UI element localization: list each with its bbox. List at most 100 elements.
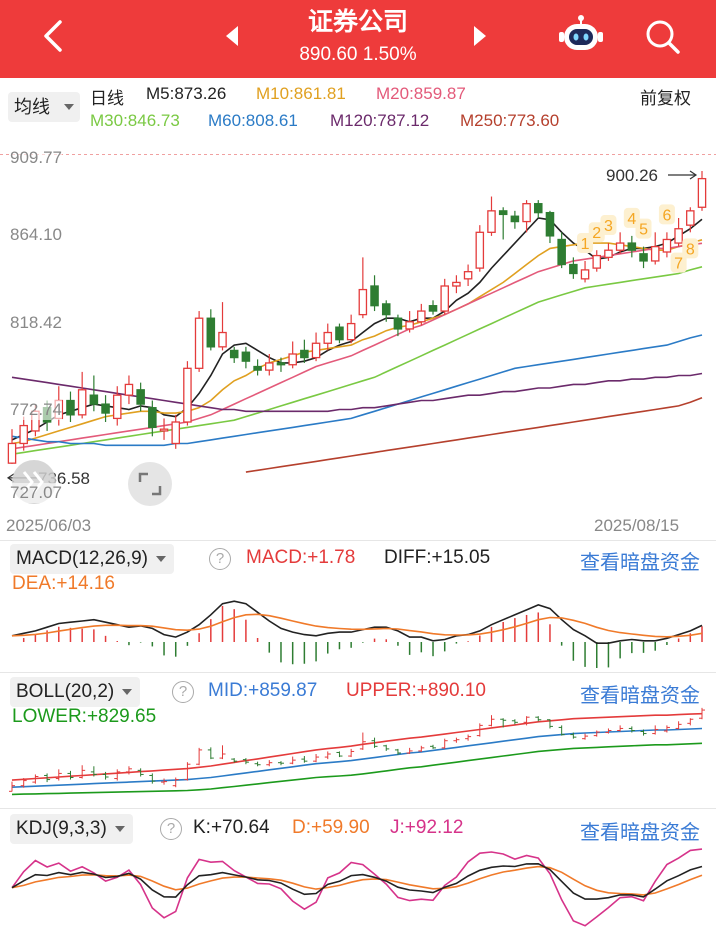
ma-type-label: 均线 (14, 97, 50, 117)
ma-line-m20 (11, 242, 703, 450)
macd-header: MACD(12,26,9) ? MACD:+1.78 DIFF:+15.05 查… (0, 544, 716, 594)
next-icon[interactable] (470, 24, 490, 48)
dark-pool-link[interactable]: 查看暗盘资金 (580, 822, 700, 844)
y-tick-label: 727.07 (10, 483, 62, 503)
price-subtitle: 890.60 1.50% (0, 44, 716, 66)
marker-badge[interactable] (635, 218, 652, 239)
candle-body (452, 281, 461, 287)
marker-label: 7 (674, 256, 683, 273)
ma120-value: M120:787.12 (330, 111, 430, 130)
candle-body (428, 305, 438, 312)
period-label[interactable]: 日线 (90, 89, 124, 108)
candle-body (124, 383, 134, 396)
candle-body (112, 394, 122, 420)
robot-icon[interactable] (556, 12, 606, 58)
help-icon[interactable]: ? (160, 818, 182, 840)
ma-legend: 日线 M5:873.26 M10:861.81 M20:859.87 前复权 M… (0, 80, 716, 136)
kdj-k-line (11, 862, 703, 900)
candle-body (77, 389, 87, 416)
candle-body (229, 349, 239, 359)
chevron-down-icon (122, 689, 133, 695)
y-tick-label: 772.74 (10, 400, 62, 420)
y-tick-label: 909.77 (10, 148, 62, 168)
marker-badge[interactable] (600, 215, 617, 236)
marker-label: 1 (581, 236, 590, 253)
marker-badge[interactable] (658, 204, 675, 225)
kdj-chart[interactable] (0, 840, 716, 938)
candle-body (346, 322, 356, 341)
current-price: 890.60 (299, 44, 358, 65)
chevron-down-icon (114, 826, 125, 832)
ma-line-m60 (11, 334, 703, 447)
boll-upper-value: UPPER:+890.10 (346, 680, 486, 701)
candle-body (417, 310, 426, 323)
candle-body (288, 353, 297, 366)
marker-label: 6 (662, 207, 671, 224)
candle-body (686, 210, 695, 226)
search-icon[interactable] (642, 16, 682, 56)
dark-pool-link[interactable]: 查看暗盘资金 (580, 685, 700, 707)
ma-type-dropdown[interactable]: 均线 (8, 92, 80, 122)
candle-body (300, 349, 309, 359)
low-arrow-head (6, 473, 15, 483)
candle-body (66, 399, 75, 416)
candle-body (311, 342, 321, 359)
candle-body (148, 407, 157, 429)
candle-body (381, 303, 391, 316)
marker-label: 5 (639, 222, 648, 239)
candle-body (159, 428, 169, 432)
dea-value: DEA:+14.16 (12, 573, 115, 594)
marker-label: 8 (686, 241, 695, 258)
prev-icon[interactable] (222, 24, 242, 48)
candle-body (265, 362, 274, 371)
candle-body (393, 317, 403, 330)
candle-body (569, 263, 578, 275)
boll-selector[interactable]: BOLL(20,2) (10, 677, 141, 707)
marker-label: 4 (627, 211, 636, 228)
candle-body (533, 203, 543, 214)
candle-body (7, 442, 17, 464)
kdj-j-value: J:+92.12 (390, 817, 464, 838)
boll-mid-line (11, 727, 703, 788)
dark-pool-link[interactable]: 查看暗盘资金 (580, 552, 700, 574)
boll-chart[interactable] (0, 704, 716, 804)
macd-selector[interactable]: MACD(12,26,9) (10, 544, 174, 574)
kdj-name: KDJ(9,3,3) (16, 818, 107, 839)
marker-badge[interactable] (670, 252, 687, 273)
marker-badge[interactable] (682, 238, 699, 259)
macd-chart[interactable] (0, 598, 716, 668)
candle-body (545, 211, 555, 237)
candle-body (487, 210, 496, 233)
candle-body (183, 367, 192, 423)
candle-body (171, 421, 181, 445)
divider (0, 808, 716, 809)
end-date: 2025/08/15 (594, 516, 680, 535)
candle-body (580, 269, 590, 280)
candle-body (241, 351, 251, 362)
candle-body (101, 403, 110, 414)
candle-body (335, 326, 344, 341)
divider (0, 540, 716, 541)
back-icon[interactable] (34, 16, 74, 56)
kdj-selector[interactable]: KDJ(9,3,3) (10, 814, 133, 844)
chevron-down-icon (64, 104, 74, 110)
help-icon[interactable]: ? (172, 681, 194, 703)
candle-body (136, 389, 145, 405)
candle-body (218, 331, 227, 348)
expand-icon[interactable] (128, 462, 172, 506)
help-icon[interactable]: ? (209, 548, 231, 570)
candle-body (510, 215, 520, 223)
candle-body (253, 365, 262, 371)
candle-body (405, 321, 414, 330)
ma5-value: M5:873.26 (146, 84, 227, 103)
y-tick-label: 864.10 (10, 225, 62, 245)
candle-body (498, 210, 508, 216)
candle-body (89, 394, 99, 405)
candle-body (650, 245, 660, 262)
adjust-label[interactable]: 前复权 (640, 89, 691, 108)
candle-body (358, 288, 368, 316)
boll-upper-line (11, 712, 703, 781)
candle-body (557, 238, 566, 266)
candle-body (592, 254, 602, 269)
